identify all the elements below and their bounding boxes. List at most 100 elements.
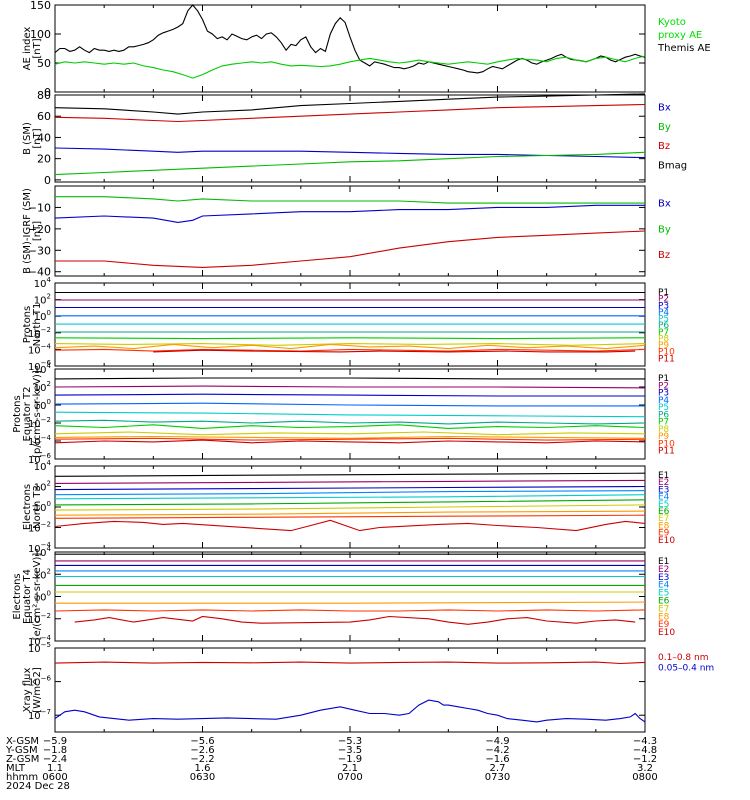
series-line-p8	[54, 343, 646, 346]
y-tick-label: 80	[37, 89, 51, 102]
series-line-e2	[54, 479, 646, 484]
x-axis-value: −2.2	[190, 754, 214, 765]
series-line-e3	[54, 485, 646, 491]
x-axis-row-label: MLT	[6, 763, 26, 774]
y-axis-label-line: Equator T4	[22, 569, 33, 624]
y-axis-label: ElectronsEquator T4[e/(cm²-s-sr-keV)]	[12, 553, 43, 641]
series-line-p5	[54, 411, 646, 418]
y-axis-label-line: Electrons	[22, 484, 33, 530]
y-tick-label: 10−5	[28, 641, 51, 655]
x-axis-value: 3.2	[637, 763, 653, 774]
y-tick-label: −30	[28, 244, 51, 257]
y-tick-exponent: 4	[47, 459, 52, 467]
y-axis-label-line: Electrons	[12, 573, 23, 619]
y-axis-label-line: Xray flux	[22, 668, 33, 713]
legend-entry: P4	[658, 396, 669, 406]
legend-entry: 0.1–0.8 nm	[658, 653, 708, 663]
legend-entry: P2	[658, 381, 669, 391]
y-tick-label: −10	[28, 201, 51, 214]
series-line-e10	[74, 615, 636, 625]
series-line-p2	[54, 385, 646, 389]
y-tick-exponent: 2	[47, 567, 51, 575]
x-axis-value: −1.8	[43, 745, 67, 756]
y-tick-exponent: −4	[41, 541, 52, 549]
panel-2: 0 20 40 60 80 B (SM)[nT] Bx By Bz Bmag	[22, 89, 687, 187]
x-axis-row-label: 2024 Dec 28	[6, 781, 70, 792]
y-tick-exponent: 4	[47, 362, 52, 370]
y-tick-exponent: 2	[47, 380, 51, 388]
y-tick-exponent: −7	[41, 708, 51, 716]
x-axis-value: 0730	[485, 772, 510, 783]
y-tick-label: 104	[34, 459, 52, 473]
y-tick-label: 100	[30, 28, 51, 41]
y-axis-label-line: [nT]	[32, 38, 43, 58]
panel-frame	[54, 4, 646, 93]
series-line-p10	[54, 437, 646, 441]
y-axis-label-line: AE index	[22, 27, 33, 71]
legend-entry: E1	[658, 557, 669, 567]
y-axis-label: ProtonsEquator T2[p/(cm²-s-sr-keV)]	[12, 370, 43, 458]
y-tick-exponent: −2	[41, 326, 51, 334]
y-axis-label-line: [e/(cm²-s-sr-keV)]	[32, 553, 43, 641]
y-tick-exponent: −6	[41, 675, 52, 683]
series-line-e7	[54, 504, 646, 511]
x-axis-row-label: X-GSM	[6, 736, 39, 747]
legend-entry: P7	[658, 418, 669, 428]
x-axis-value: −4.3	[633, 736, 657, 747]
legend-entry: P6	[658, 321, 669, 331]
series-line-e9	[54, 514, 646, 519]
series-line-bmag	[54, 93, 646, 115]
legend-entry: P3	[658, 389, 669, 399]
legend-entry: proxy AE	[658, 30, 702, 41]
legend-entry: P10	[658, 439, 675, 449]
y-tick-exponent: −2	[41, 612, 51, 620]
legend-entry: P1	[658, 374, 669, 384]
series-line-kyoto-proxy-ae	[54, 55, 646, 79]
panel-1: 0 50 100 150 AE index[nT] Kyoto proxy AE Themis…	[22, 0, 711, 99]
legend-entry: P8	[658, 425, 669, 435]
x-axis-row-label: Z-GSM	[6, 754, 39, 765]
legend-entry: Bx	[658, 199, 671, 210]
series-line-p9	[54, 435, 646, 439]
panel-frame	[54, 368, 646, 460]
legend-entry: E5	[658, 500, 669, 510]
y-tick-label: 40	[37, 131, 51, 144]
legend-entry: P4	[658, 308, 669, 318]
y-axis-label-line: Protons	[12, 395, 23, 432]
x-axis-value: −2.4	[43, 754, 67, 765]
series-line-p11	[54, 439, 646, 444]
y-tick-exponent: −2	[41, 521, 51, 529]
y-tick-label: −20	[28, 223, 51, 236]
legend-entry: E4	[658, 493, 670, 503]
y-tick-exponent: −4	[41, 342, 52, 350]
y-tick-label: −40	[28, 266, 51, 279]
series-line-p4	[54, 402, 645, 407]
series-line-p3	[54, 393, 645, 397]
legend-entry: P9	[658, 341, 669, 351]
legend-entry: E8	[658, 612, 670, 622]
series-line-0-05-0-4-nm	[54, 699, 646, 723]
legend-entry: P10	[658, 348, 675, 358]
legend-entry: P7	[658, 328, 669, 338]
legend-entry: E8	[658, 521, 670, 531]
panel-frame	[54, 94, 646, 183]
y-axis-label-line: Equator T2	[22, 387, 33, 442]
series-line-bz	[55, 230, 646, 268]
y-tick-exponent: −6	[41, 452, 52, 460]
legend-entry: E2	[658, 478, 669, 488]
y-tick-label: 150	[30, 0, 51, 12]
legend-entry: E2	[658, 565, 669, 575]
y-axis-label: B (SM)[nT]	[22, 122, 43, 155]
y-axis-label: Xray flux[W/m^2]	[22, 667, 43, 713]
legend-entry: E5	[658, 589, 669, 599]
series-line-p6	[54, 419, 646, 425]
y-axis-label-line: [nT]	[32, 221, 43, 241]
legend-entry: P3	[658, 301, 669, 311]
legend-entry: P11	[658, 354, 675, 364]
legend-entry: Bz	[658, 250, 670, 261]
series-line-e8	[55, 601, 646, 604]
x-axis-value: −1.9	[338, 754, 362, 765]
legend-entry: Bz	[658, 141, 670, 152]
